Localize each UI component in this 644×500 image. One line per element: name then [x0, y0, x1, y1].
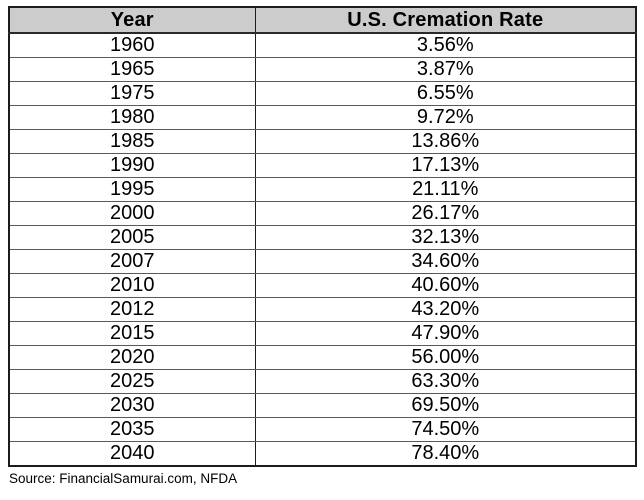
- table-row: 1985 13.86%: [8, 129, 637, 154]
- table-row: 2030 69.50%: [8, 393, 637, 418]
- table-row: 1975 6.55%: [8, 81, 637, 106]
- table-row: 2005 32.13%: [8, 225, 637, 250]
- table-body: 1960 3.56% 1965 3.87% 1975 6.55% 1980 9.72% 1985…: [8, 32, 637, 467]
- year-cell: 2007: [8, 249, 256, 274]
- rate-cell: 56.00%: [254, 345, 637, 370]
- rate-cell: 13.86%: [254, 129, 637, 154]
- year-cell: 1980: [8, 105, 256, 130]
- year-cell: 1995: [8, 177, 256, 202]
- table-row: 2025 63.30%: [8, 369, 637, 394]
- table-row: 1960 3.56%: [8, 32, 637, 58]
- table-row: 1980 9.72%: [8, 105, 637, 130]
- table-row: 2012 43.20%: [8, 297, 637, 322]
- rate-cell: 69.50%: [254, 393, 637, 418]
- column-header-year: Year: [8, 6, 256, 34]
- table-row: 2007 34.60%: [8, 249, 637, 274]
- rate-cell: 17.13%: [254, 153, 637, 178]
- rate-cell: 43.20%: [254, 297, 637, 322]
- rate-cell: 47.90%: [254, 321, 637, 346]
- cremation-rate-table: Year U.S. Cremation Rate 1960 3.56% 1965 3.…: [8, 6, 637, 467]
- rate-cell: 6.55%: [254, 81, 637, 106]
- rate-cell: 78.40%: [254, 441, 637, 467]
- table-row: 1965 3.87%: [8, 57, 637, 82]
- year-cell: 2000: [8, 201, 256, 226]
- rate-cell: 40.60%: [254, 273, 637, 298]
- year-cell: 2025: [8, 369, 256, 394]
- table-row: 1995 21.11%: [8, 177, 637, 202]
- rate-cell: 3.56%: [254, 32, 637, 58]
- year-cell: 1960: [8, 32, 256, 58]
- rate-cell: 63.30%: [254, 369, 637, 394]
- table-row: 2040 78.40%: [8, 441, 637, 467]
- year-cell: 1975: [8, 81, 256, 106]
- table-row: 2020 56.00%: [8, 345, 637, 370]
- year-cell: 2012: [8, 297, 256, 322]
- table-row: 2035 74.50%: [8, 417, 637, 442]
- year-cell: 2015: [8, 321, 256, 346]
- year-cell: 2020: [8, 345, 256, 370]
- header-row: Year U.S. Cremation Rate: [8, 6, 637, 34]
- column-header-cremation-rate: U.S. Cremation Rate: [254, 6, 637, 34]
- rate-cell: 74.50%: [254, 417, 637, 442]
- rate-cell: 32.13%: [254, 225, 637, 250]
- year-cell: 2010: [8, 273, 256, 298]
- table-row: 2010 40.60%: [8, 273, 637, 298]
- rate-cell: 9.72%: [254, 105, 637, 130]
- year-cell: 1965: [8, 57, 256, 82]
- year-cell: 2030: [8, 393, 256, 418]
- rate-cell: 21.11%: [254, 177, 637, 202]
- year-cell: 2005: [8, 225, 256, 250]
- table-row: 1990 17.13%: [8, 153, 637, 178]
- year-cell: 2035: [8, 417, 256, 442]
- rate-cell: 3.87%: [254, 57, 637, 82]
- year-cell: 2040: [8, 441, 256, 467]
- table-row: 2000 26.17%: [8, 201, 637, 226]
- table-header: Year U.S. Cremation Rate: [8, 6, 637, 34]
- rate-cell: 34.60%: [254, 249, 637, 274]
- rate-cell: 26.17%: [254, 201, 637, 226]
- year-cell: 1985: [8, 129, 256, 154]
- table-row: 2015 47.90%: [8, 321, 637, 346]
- year-cell: 1990: [8, 153, 256, 178]
- source-note: Source: FinancialSamurai.com, NFDA: [9, 471, 238, 486]
